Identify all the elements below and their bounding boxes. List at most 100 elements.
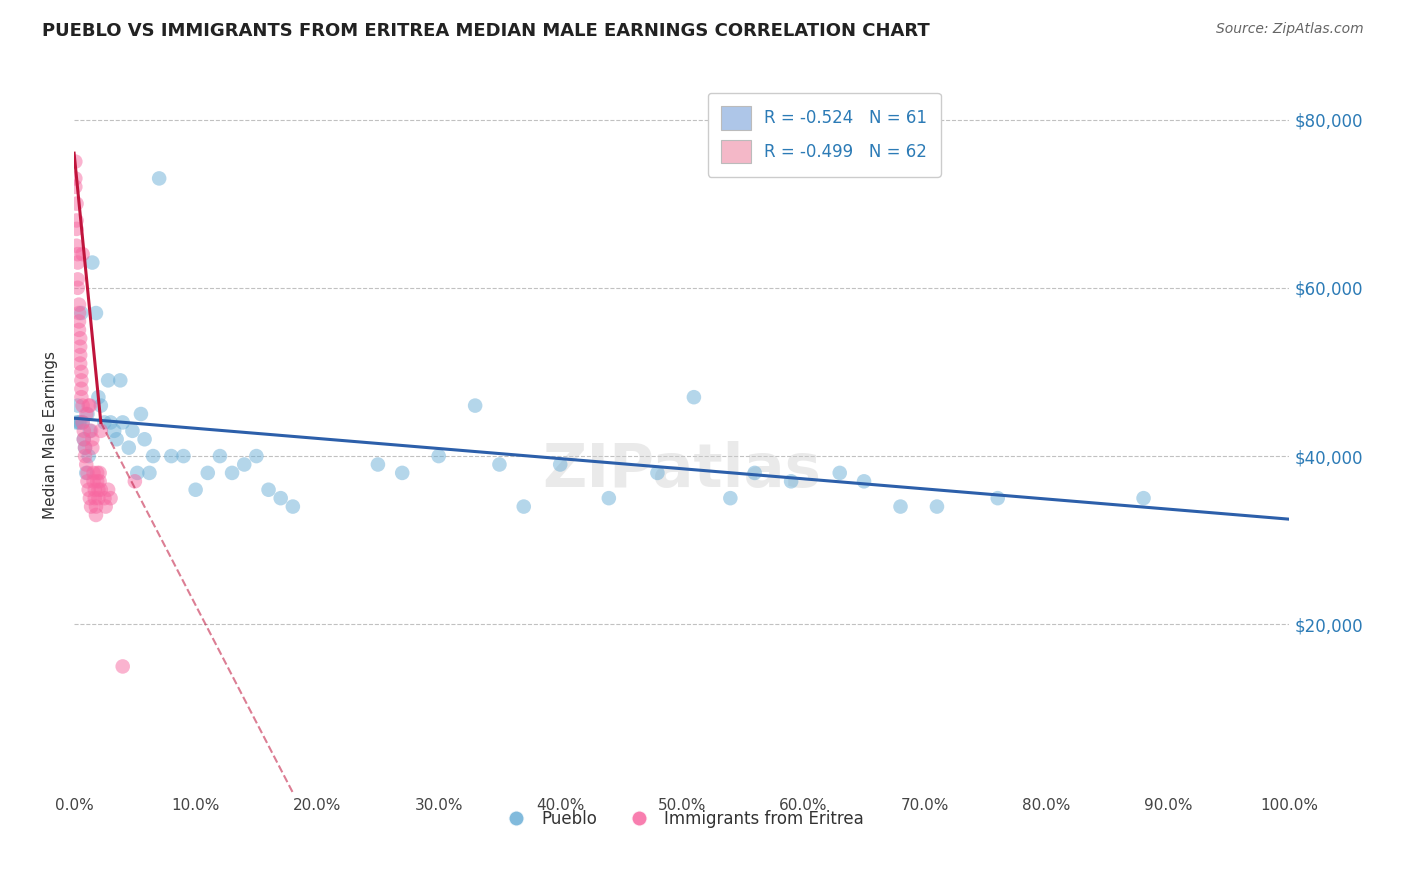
Point: [87, 491, 110, 505]
Point: [100, 416, 122, 430]
Point: [83, 491, 105, 505]
Point: [65, 196, 87, 211]
Point: [66, 255, 89, 269]
Point: [82, 255, 104, 269]
Point: [110, 373, 132, 387]
Point: [221, 466, 243, 480]
Point: [82, 432, 104, 446]
Point: [1132, 491, 1154, 505]
Point: [89, 466, 111, 480]
Point: [70, 365, 93, 379]
Text: ZIPatlas: ZIPatlas: [543, 442, 821, 500]
Point: [83, 466, 105, 480]
Point: [138, 466, 160, 480]
Point: [90, 424, 112, 438]
Point: [79, 491, 101, 505]
Legend: Pueblo, Immigrants from Eritrea: Pueblo, Immigrants from Eritrea: [494, 803, 870, 834]
Text: Source: ZipAtlas.com: Source: ZipAtlas.com: [1216, 22, 1364, 37]
Point: [281, 500, 304, 514]
Point: [208, 449, 231, 463]
Point: [73, 449, 96, 463]
Point: [70, 373, 93, 387]
Point: [70, 306, 93, 320]
Point: [87, 390, 110, 404]
Text: PUEBLO VS IMMIGRANTS FROM ERITREA MEDIAN MALE EARNINGS CORRELATION CHART: PUEBLO VS IMMIGRANTS FROM ERITREA MEDIAN…: [42, 22, 929, 40]
Point: [73, 432, 96, 446]
Point: [124, 475, 146, 489]
Point: [67, 306, 90, 320]
Point: [75, 466, 97, 480]
Point: [718, 491, 741, 505]
Point: [111, 659, 134, 673]
Point: [83, 483, 105, 497]
Point: [488, 458, 510, 472]
Point: [90, 399, 112, 413]
Point: [77, 483, 100, 497]
Point: [197, 466, 219, 480]
Point: [148, 171, 170, 186]
Point: [73, 441, 96, 455]
Point: [73, 424, 96, 438]
Point: [67, 314, 90, 328]
Point: [67, 416, 90, 430]
Point: [75, 407, 97, 421]
Point: [683, 390, 706, 404]
Point: [134, 432, 156, 446]
Point: [66, 399, 89, 413]
Point: [94, 500, 117, 514]
Point: [65, 171, 87, 186]
Point: [67, 298, 90, 312]
Point: [853, 475, 876, 489]
Point: [77, 449, 100, 463]
Point: [69, 357, 91, 371]
Point: [77, 399, 100, 413]
Point: [93, 416, 115, 430]
Point: [72, 416, 94, 430]
Point: [121, 424, 143, 438]
Point: [780, 475, 803, 489]
Point: [257, 483, 280, 497]
Point: [66, 272, 89, 286]
Point: [427, 449, 450, 463]
Point: [987, 491, 1010, 505]
Point: [105, 432, 128, 446]
Point: [82, 441, 104, 455]
Point: [79, 424, 101, 438]
Y-axis label: Median Male Earnings: Median Male Earnings: [44, 351, 58, 519]
Point: [72, 247, 94, 261]
Point: [87, 483, 110, 497]
Point: [83, 475, 105, 489]
Point: [76, 466, 98, 480]
Point: [72, 399, 94, 413]
Point: [464, 399, 486, 413]
Point: [97, 373, 120, 387]
Point: [889, 500, 911, 514]
Point: [598, 491, 620, 505]
Point: [66, 247, 89, 261]
Point: [84, 306, 107, 320]
Point: [233, 458, 256, 472]
Point: [89, 475, 111, 489]
Point: [513, 500, 536, 514]
Point: [129, 407, 152, 421]
Point: [69, 331, 91, 345]
Point: [548, 458, 571, 472]
Point: [84, 500, 107, 514]
Point: [245, 449, 267, 463]
Point: [65, 238, 87, 252]
Point: [76, 475, 98, 489]
Point: [103, 424, 125, 438]
Point: [744, 466, 766, 480]
Point: [100, 491, 122, 505]
Point: [86, 475, 108, 489]
Point: [160, 449, 183, 463]
Point: [76, 407, 98, 421]
Point: [70, 390, 93, 404]
Point: [72, 416, 94, 430]
Point: [184, 483, 207, 497]
Point: [828, 466, 851, 480]
Point: [66, 281, 89, 295]
Point: [73, 432, 96, 446]
Point: [127, 466, 149, 480]
Point: [65, 416, 87, 430]
